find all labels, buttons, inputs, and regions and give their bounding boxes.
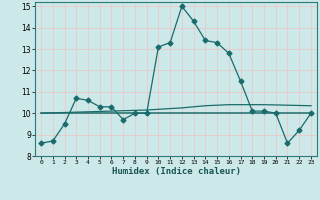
X-axis label: Humidex (Indice chaleur): Humidex (Indice chaleur): [111, 167, 241, 176]
